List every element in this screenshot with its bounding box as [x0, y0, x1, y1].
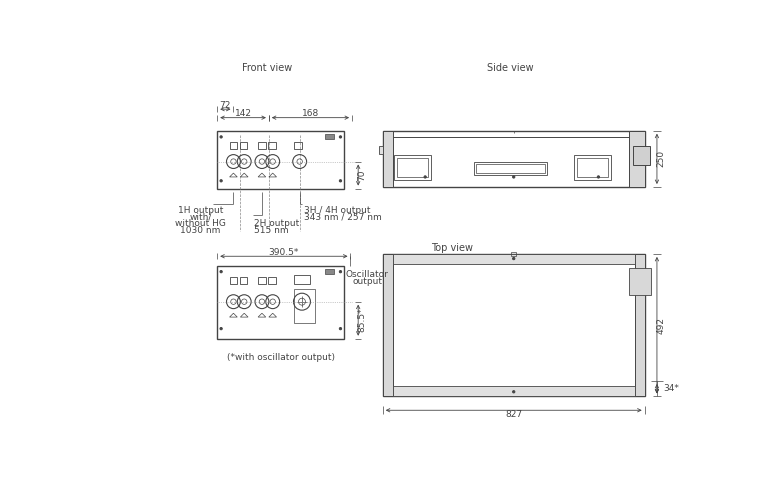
Text: (*with oscillator output): (*with oscillator output): [227, 353, 335, 362]
Circle shape: [220, 180, 222, 182]
Bar: [217, 131, 344, 189]
Text: Front view: Front view: [242, 63, 293, 73]
Circle shape: [424, 176, 426, 178]
Bar: [629, 268, 650, 295]
Text: 515 nm: 515 nm: [254, 226, 289, 235]
Text: without HG: without HG: [175, 219, 226, 228]
Bar: [258, 277, 266, 284]
Text: 390.5*: 390.5*: [269, 248, 299, 257]
Bar: [634, 254, 644, 396]
Bar: [511, 252, 516, 256]
Circle shape: [339, 271, 342, 273]
Bar: [217, 265, 344, 339]
Text: 168: 168: [302, 109, 319, 118]
Circle shape: [220, 136, 222, 138]
Bar: [258, 142, 266, 149]
Bar: [240, 142, 247, 149]
Circle shape: [220, 327, 222, 330]
Bar: [577, 158, 607, 177]
Bar: [240, 277, 247, 284]
Circle shape: [512, 257, 515, 260]
Text: output: output: [353, 277, 382, 286]
Circle shape: [512, 391, 515, 393]
Bar: [382, 254, 392, 396]
Bar: [294, 275, 310, 284]
Bar: [325, 269, 334, 274]
Circle shape: [339, 180, 342, 182]
Text: 343 nm / 257 nm: 343 nm / 257 nm: [303, 213, 381, 221]
Bar: [474, 162, 547, 175]
Circle shape: [220, 271, 222, 273]
Text: 85.5*: 85.5*: [358, 308, 366, 333]
Text: 142: 142: [234, 109, 252, 118]
Bar: [268, 142, 276, 149]
Text: 492: 492: [657, 317, 665, 334]
Text: 3H / 4H output: 3H / 4H output: [303, 205, 370, 215]
Circle shape: [598, 176, 600, 178]
Bar: [293, 288, 315, 323]
Text: 72: 72: [220, 101, 231, 110]
Bar: [230, 277, 237, 284]
Text: 2H output: 2H output: [254, 219, 300, 228]
Text: 1030 nm: 1030 nm: [180, 227, 220, 235]
Bar: [395, 156, 432, 180]
Bar: [476, 164, 545, 173]
Text: Top view: Top view: [431, 243, 473, 253]
Bar: [382, 131, 392, 187]
Bar: [392, 386, 634, 396]
Circle shape: [339, 136, 342, 138]
Bar: [325, 134, 334, 139]
Bar: [230, 142, 237, 149]
Bar: [268, 277, 276, 284]
Circle shape: [339, 327, 342, 330]
Text: Oscillator: Oscillator: [346, 270, 389, 279]
Circle shape: [512, 176, 515, 178]
Bar: [294, 142, 302, 149]
Bar: [392, 254, 634, 264]
Text: 827: 827: [505, 409, 522, 419]
Bar: [382, 131, 644, 187]
Text: 70: 70: [358, 169, 366, 181]
Bar: [382, 254, 644, 396]
Text: 34*: 34*: [663, 384, 679, 393]
Text: with/: with/: [189, 213, 211, 221]
Bar: [398, 158, 429, 177]
Bar: [629, 131, 644, 187]
Text: 1H output: 1H output: [177, 205, 223, 215]
Bar: [379, 146, 382, 154]
Bar: [574, 156, 611, 180]
Text: Side view: Side view: [487, 63, 533, 73]
Bar: [633, 146, 650, 166]
Text: 250: 250: [657, 150, 665, 168]
